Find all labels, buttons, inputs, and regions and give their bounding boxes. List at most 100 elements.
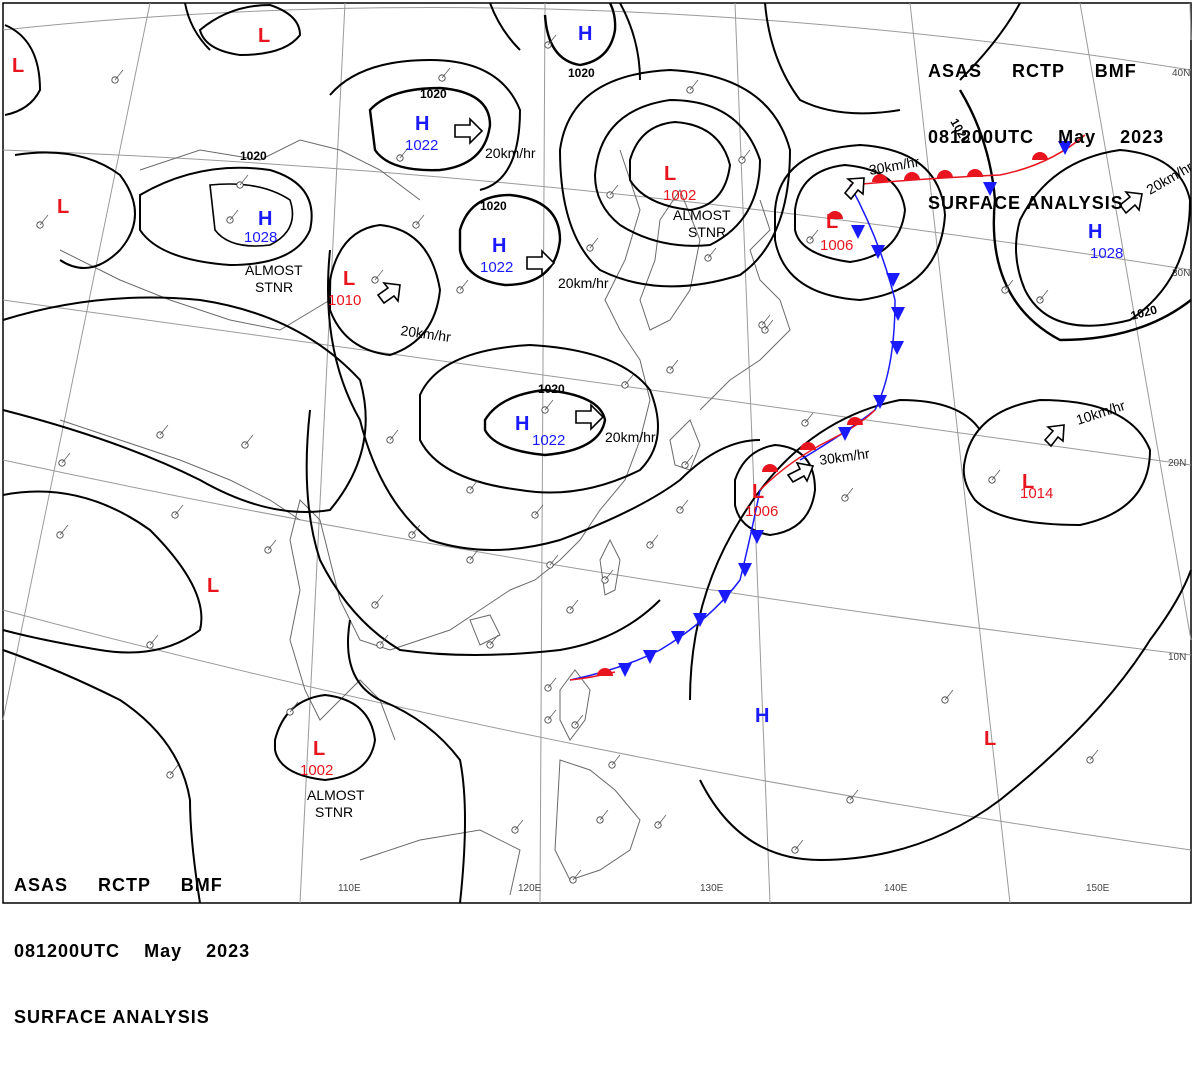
station-wind-barb	[174, 504, 184, 516]
isobar-30	[699, 569, 1192, 862]
cold-front-triangle	[750, 530, 764, 544]
lon-label-110e: 110E	[338, 883, 361, 894]
coastlines	[59, 139, 791, 896]
low-center-5: L	[1022, 471, 1034, 493]
title-block-bottom-left: ASAS RCTP BMF 081200UTC May 2023 SURFACE…	[14, 830, 250, 1072]
lat-line-40n	[2, 7, 1192, 71]
warm-front-semicircle	[762, 464, 778, 472]
coast-hainan	[469, 614, 501, 646]
station-wind-barb	[389, 429, 399, 441]
station-wind-barb	[741, 149, 751, 161]
note-almost-3: ALMOST	[307, 787, 365, 803]
station-wind-barb	[289, 701, 299, 713]
high-pressure-2: 1028	[244, 229, 277, 246]
valid-time: 081200UTC	[928, 127, 1035, 147]
station-wind-barb	[244, 434, 254, 446]
isobar-label-5: 1020	[568, 66, 595, 80]
coast-indochina	[289, 499, 396, 741]
isobar-15	[774, 143, 947, 302]
station-wind-barb	[39, 214, 49, 226]
isobar-26	[2, 649, 201, 904]
station-wind-barb	[707, 247, 717, 259]
office-code: BMF	[1094, 61, 1137, 81]
isobar-35	[959, 2, 1021, 81]
isobar-1	[14, 151, 136, 269]
isobar-34	[184, 2, 211, 51]
station-wind-barb	[761, 314, 771, 326]
motion-label-1: 20km/hr	[485, 145, 536, 161]
valid-year-bottom: 2023	[206, 941, 251, 961]
station-wind-barb	[411, 524, 421, 536]
warm-front-semicircle	[847, 417, 863, 425]
warm-front-south	[759, 409, 876, 491]
cold-front-triangle	[838, 427, 852, 441]
note-stnr-2: STNR	[688, 224, 726, 240]
isobar-11	[629, 120, 732, 212]
chart-title: SURFACE ANALYSIS	[928, 193, 1124, 213]
isobar-label-7: 1020	[1129, 302, 1159, 323]
station-wind-barb	[267, 539, 277, 551]
station-wind-barb	[991, 469, 1001, 481]
station-wind-barb	[649, 534, 659, 546]
isobar-label-2: 1020	[420, 87, 447, 101]
motion-label-2: 20km/hr	[558, 275, 609, 291]
station-wind-barb	[61, 452, 71, 464]
valid-month-bottom: May	[144, 941, 183, 961]
station-wind-barb	[589, 237, 599, 249]
center-code: RCTP	[1012, 61, 1065, 81]
low-center-9: L	[57, 196, 69, 218]
isobar-31	[619, 2, 641, 81]
isobar-label-4: 1020	[538, 382, 565, 396]
front-marks	[597, 141, 1072, 677]
station-wind-barb	[1089, 749, 1099, 761]
stationary-notes: ALMOST STNR ALMOST STNR ALMOST STNR	[245, 207, 731, 820]
station-wind-barb	[574, 714, 584, 726]
isobar-7	[329, 223, 442, 357]
isobar-5	[329, 58, 522, 191]
motion-arrow-8	[1043, 424, 1065, 448]
isobar-17	[958, 89, 1192, 342]
lat-label-40n: 40N	[1172, 68, 1190, 79]
lon-line-120e	[539, 2, 546, 904]
low-center-3: L	[826, 211, 838, 233]
cold-front-triangle	[873, 395, 887, 409]
cold-front-triangle	[871, 245, 885, 259]
high-pressure-3: 1022	[480, 259, 513, 276]
cold-front-triangle	[891, 307, 905, 321]
station-wind-barb	[844, 487, 854, 499]
chart-title-bottom: SURFACE ANALYSIS	[14, 1007, 210, 1027]
station-wind-barb	[1039, 289, 1049, 301]
warm-front-semicircle	[597, 668, 613, 676]
isobar-25	[2, 490, 203, 654]
coast-japan-kyushu	[669, 419, 701, 471]
station-plots	[36, 34, 1099, 884]
high-center-7: H	[755, 705, 769, 727]
cold-front-triangle	[851, 225, 865, 239]
isobar-21	[274, 693, 377, 782]
station-wind-barb	[547, 709, 557, 721]
low-center-1: L	[343, 268, 355, 290]
isobar-27	[327, 249, 761, 551]
lon-line-110e	[299, 2, 346, 904]
station-wind-barb	[604, 569, 614, 581]
lon-label-140e: 140E	[884, 883, 908, 894]
isobar-23	[4, 24, 42, 116]
note-stnr-1: STNR	[255, 279, 293, 295]
station-wind-barb	[669, 359, 679, 371]
station-wind-barb	[469, 549, 479, 561]
lon-line-160e	[1189, 2, 1192, 41]
station-wind-barb	[599, 809, 609, 821]
coast-china-east	[389, 149, 651, 651]
station-wind-barb	[684, 454, 694, 466]
warm-front-semicircle	[827, 211, 843, 219]
high-center-2: H	[258, 208, 272, 230]
lon-label-120e: 120E	[518, 883, 542, 894]
high-center-5: H	[578, 23, 592, 45]
cold-front-triangle	[1058, 141, 1072, 155]
high-center-3: H	[492, 235, 506, 257]
station-wind-barb	[489, 634, 499, 646]
station-wind-barb	[59, 524, 69, 536]
warm-front-semicircle	[904, 172, 920, 180]
station-wind-barb	[374, 269, 384, 281]
isobar-6	[458, 193, 562, 287]
